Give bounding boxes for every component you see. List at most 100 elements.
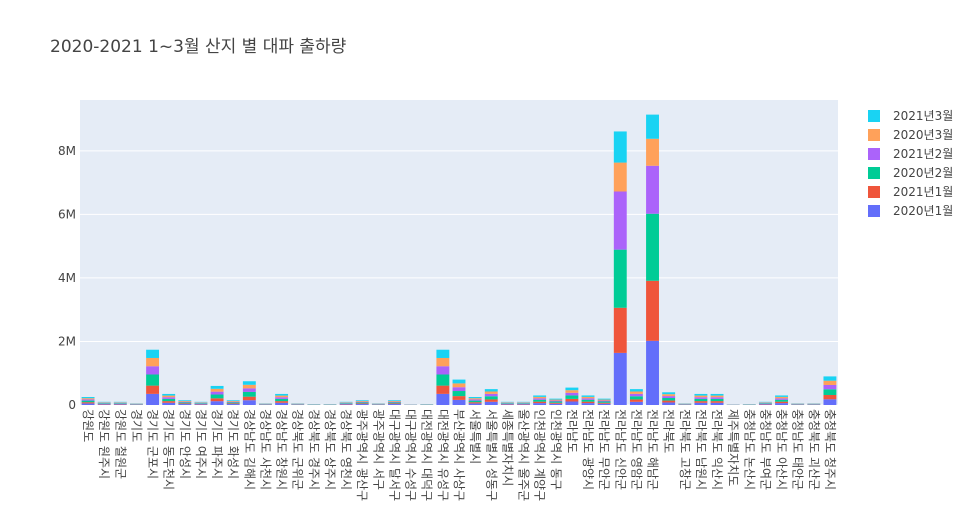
bar-segment (436, 393, 450, 405)
bar-segment (468, 402, 482, 404)
bar-segment (549, 398, 563, 400)
x-tick-label: 대구광역시 수성구 (404, 409, 418, 501)
bar-segment (452, 387, 466, 392)
bar-segment (484, 399, 498, 402)
bar-segment (533, 395, 547, 397)
bar-segment (823, 389, 837, 395)
bar-segment (646, 213, 659, 281)
bar-segment (178, 402, 192, 404)
bar-segment (565, 392, 579, 396)
y-tick-label: 0 (68, 398, 76, 412)
bar-segment (629, 393, 643, 397)
x-tick-label: 전라남도 (565, 409, 579, 453)
bar-segment (823, 380, 837, 385)
x-tick-label: 경기도 동두천시 (162, 409, 177, 490)
bar-segment (646, 165, 659, 214)
plot-background (80, 100, 838, 405)
bar-segment (517, 404, 530, 405)
x-tick-label: 광주광역시 서구 (371, 409, 385, 490)
bar-segment (388, 404, 401, 405)
bar-segment (613, 352, 627, 405)
legend-label: 2021년1월 (893, 185, 953, 199)
bar-segment (533, 398, 547, 400)
bar-segment (339, 404, 353, 405)
bar-segment (355, 402, 369, 404)
x-tick-label: 서울특별시 (468, 409, 482, 464)
bar-segment (178, 404, 192, 405)
bar-segment (581, 395, 595, 397)
bar-segment (597, 400, 611, 402)
bar-segment (484, 401, 498, 405)
bar-segment (775, 398, 789, 400)
bar-segment (452, 383, 466, 388)
bar-segment (500, 404, 514, 405)
x-tick-label: 충청남도 논산시 (742, 409, 756, 490)
bar-segment (355, 400, 369, 401)
bar-segment (242, 381, 256, 385)
legend-label: 2021년3월 (893, 109, 953, 123)
x-tick-label: 강원도 철원군 (113, 409, 127, 479)
y-tick-label: 4M (58, 271, 76, 285)
bar-segment (146, 393, 160, 405)
x-tick-label: 인천광역시 동구 (549, 409, 564, 490)
bar-segment (436, 385, 450, 394)
bar-segment (646, 340, 659, 405)
bar-segment (500, 403, 514, 404)
bar-segment (275, 397, 289, 399)
bar-segment (581, 396, 595, 399)
bar-segment (162, 401, 176, 403)
bar-segment (226, 400, 240, 401)
x-tick-label: 경상남도 김해시 (242, 409, 256, 490)
y-tick-label: 8M (58, 144, 76, 158)
bar-segment (823, 394, 837, 400)
bar-segment (694, 401, 708, 403)
bar-segment (484, 391, 498, 394)
legend-label: 2020년3월 (893, 128, 953, 142)
bar-segment (823, 399, 837, 405)
bar-segment (81, 400, 95, 403)
bar-segment (581, 403, 595, 405)
x-tick-label: 강원도 원주시 (97, 409, 111, 479)
bar-segment (242, 400, 256, 405)
bar-segment (146, 374, 160, 386)
bar-segment (113, 403, 127, 404)
bar-segment (629, 389, 643, 392)
bar-segment (242, 396, 256, 401)
bar-segment (452, 391, 466, 397)
x-tick-label: 경기도 여주시 (194, 409, 208, 479)
x-tick-label: 경상남도 사천시 (258, 409, 273, 490)
bar-segment (146, 366, 160, 375)
legend-swatch (868, 148, 880, 160)
bar-segment (178, 401, 192, 403)
bar-segment (162, 395, 176, 398)
x-tick-label: 서울특별시 성동구 (484, 409, 498, 501)
bar-segment (484, 396, 498, 400)
bar-segment (242, 384, 256, 389)
bar-segment (533, 396, 547, 399)
bar-segment (81, 398, 95, 400)
bar-segment (484, 389, 498, 392)
bar-segment (710, 397, 724, 399)
bar-segment (710, 395, 724, 398)
bar-segment (758, 404, 772, 405)
bar-segment (226, 401, 240, 403)
x-tick-label: 경기도 파주시 (210, 409, 224, 479)
bar-segment (355, 400, 369, 402)
x-tick-label: 전라북도 (662, 409, 676, 453)
bar-segment (694, 397, 708, 399)
bar-segment (613, 249, 627, 308)
bar-segment (81, 402, 95, 404)
bar-segment (581, 399, 595, 402)
bar-segment (210, 394, 224, 399)
bar-segment (178, 400, 192, 402)
bar-segment (694, 402, 708, 405)
bar-segment (565, 390, 579, 393)
bar-segment (242, 391, 256, 397)
bar-segment (178, 400, 192, 401)
bar-segment (549, 400, 563, 402)
bar-segment (162, 397, 176, 399)
bar-segment (194, 404, 208, 405)
x-tick-label: 대전광역시 유성구 (436, 409, 450, 501)
bar-segment (178, 403, 192, 405)
bar-segment (388, 400, 401, 401)
